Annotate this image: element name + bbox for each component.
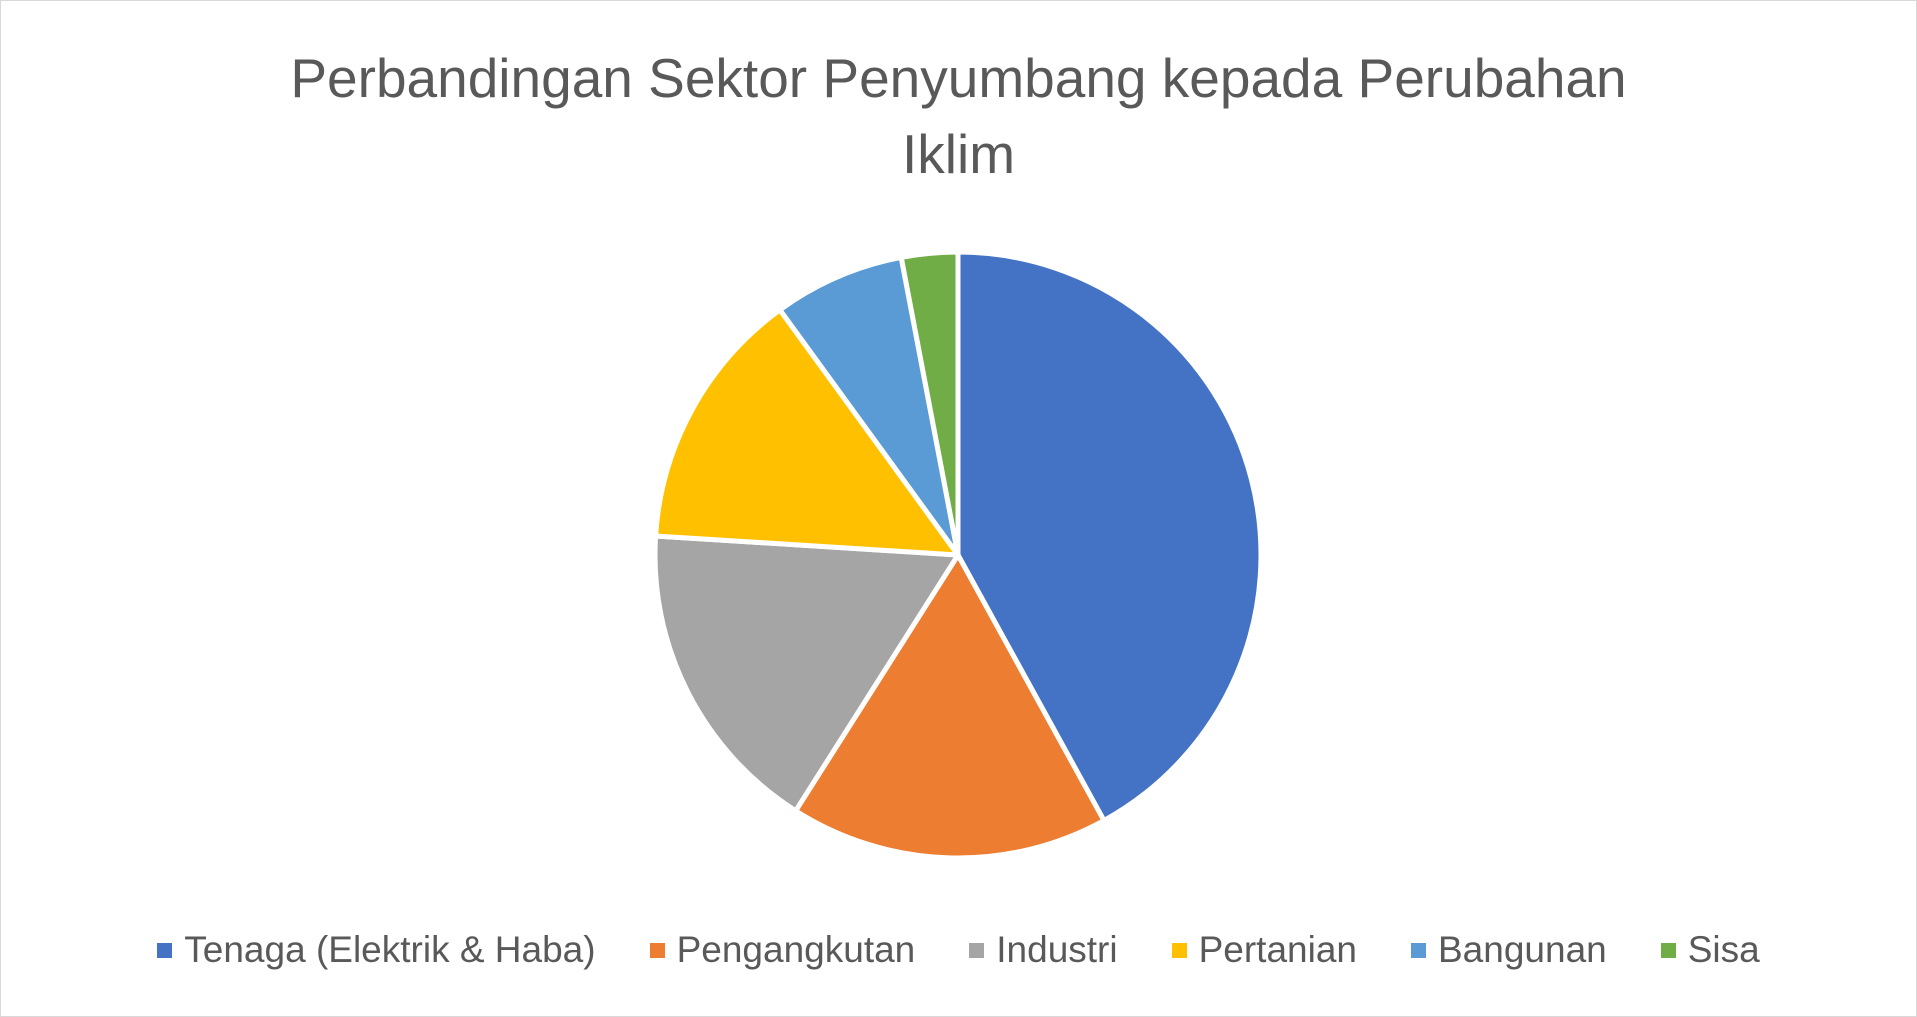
- legend-swatch-tenaga: [157, 942, 173, 958]
- chart-title: Perbandingan Sektor Penyumbang kepada Pe…: [0, 40, 1917, 192]
- chart-title-line-2: Iklim: [901, 123, 1016, 185]
- legend-label-bangunan: Bangunan: [1438, 929, 1607, 970]
- legend-label-pertanian: Pertanian: [1198, 929, 1357, 970]
- legend-label-pengangkutan: Pengangkutan: [676, 929, 916, 970]
- legend-swatch-pertanian: [1171, 942, 1187, 958]
- legend-item-pengangkutan[interactable]: Pengangkutan: [649, 929, 916, 971]
- legend-swatch-industri: [969, 942, 985, 958]
- pie-slice-sisa[interactable]: [898, 249, 961, 558]
- pie-slice-tenaga[interactable]: [955, 249, 1264, 824]
- legend-label-sisa: Sisa: [1687, 929, 1760, 970]
- legend-item-sisa[interactable]: Sisa: [1660, 929, 1760, 971]
- pie-slice-pertanian[interactable]: [653, 307, 961, 558]
- pie-slice-industri[interactable]: [652, 533, 961, 814]
- legend-swatch-sisa: [1660, 942, 1676, 958]
- legend-item-industri[interactable]: Industri: [969, 929, 1118, 971]
- legend-item-bangunan[interactable]: Bangunan: [1411, 929, 1607, 971]
- legend-swatch-pengangkutan: [649, 942, 665, 958]
- legend: Tenaga (Elektrik & Haba) Pengangkutan In…: [0, 925, 1917, 975]
- legend-item-pertanian[interactable]: Pertanian: [1171, 929, 1357, 971]
- legend-item-tenaga[interactable]: Tenaga (Elektrik & Haba): [157, 929, 596, 971]
- legend-swatch-bangunan: [1411, 942, 1426, 958]
- pie-slice-pengangkutan[interactable]: [793, 552, 1107, 861]
- chart-title-line-1: Perbandingan Sektor Penyumbang kepada Pe…: [290, 47, 1627, 109]
- legend-label-tenaga: Tenaga (Elektrik & Haba): [184, 929, 596, 970]
- legend-label-industri: Industri: [996, 929, 1118, 970]
